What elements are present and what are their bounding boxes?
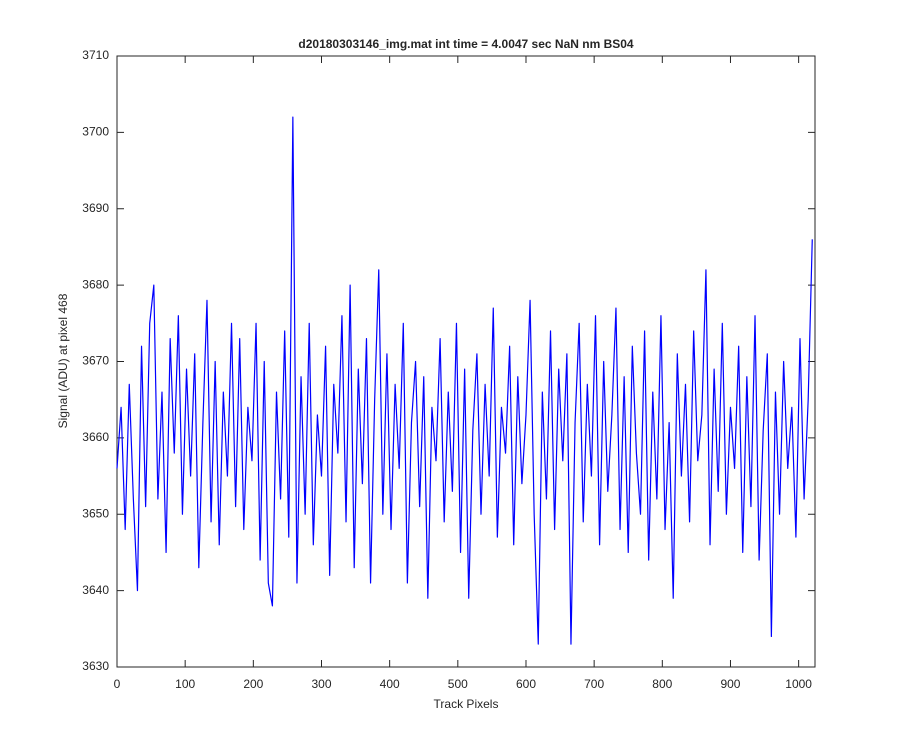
y-tick-label: 3710 [82, 48, 109, 62]
x-tick-label: 100 [175, 677, 195, 691]
y-tick-label: 3690 [82, 201, 109, 215]
x-tick-label: 900 [720, 677, 740, 691]
y-axis-label: Signal (ADU) at pixel 468 [56, 293, 70, 428]
chart-title: d20180303146_img.mat int time = 4.0047 s… [298, 37, 634, 51]
x-tick-label: 200 [243, 677, 263, 691]
x-tick-label: 700 [584, 677, 604, 691]
axes-box [116, 55, 816, 668]
y-tick-label: 3630 [82, 659, 109, 673]
y-tick-label: 3670 [82, 354, 109, 368]
x-tick-label: 0 [114, 677, 121, 691]
x-tick-label: 1000 [785, 677, 812, 691]
data-line [116, 116, 813, 645]
x-tick-label: 600 [516, 677, 536, 691]
x-tick-label: 500 [448, 677, 468, 691]
y-tick-label: 3640 [82, 583, 109, 597]
y-tick-label: 3650 [82, 506, 109, 520]
y-tick-label: 3680 [82, 277, 109, 291]
x-axis-label: Track Pixels [434, 697, 499, 711]
x-tick-label: 400 [380, 677, 400, 691]
x-tick-label: 300 [311, 677, 331, 691]
x-tick-label: 800 [652, 677, 672, 691]
y-tick-label: 3700 [82, 125, 109, 139]
y-tick-label: 3660 [82, 430, 109, 444]
